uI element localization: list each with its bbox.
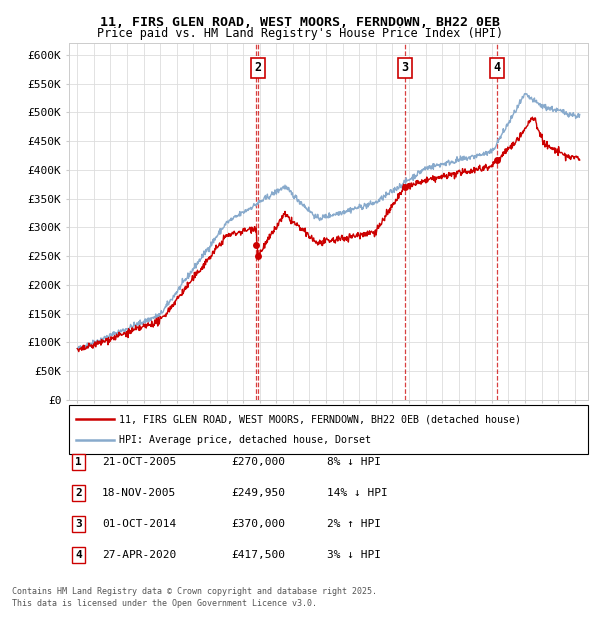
Text: 21-OCT-2005: 21-OCT-2005 (102, 457, 176, 467)
Text: HPI: Average price, detached house, Dorset: HPI: Average price, detached house, Dors… (119, 435, 371, 445)
Text: 2: 2 (254, 61, 261, 74)
Text: 27-APR-2020: 27-APR-2020 (102, 550, 176, 560)
Text: 4: 4 (494, 61, 500, 74)
Text: £417,500: £417,500 (231, 550, 285, 560)
Text: 8% ↓ HPI: 8% ↓ HPI (327, 457, 381, 467)
Text: This data is licensed under the Open Government Licence v3.0.: This data is licensed under the Open Gov… (12, 598, 317, 608)
Text: 2: 2 (75, 488, 82, 498)
Text: £249,950: £249,950 (231, 488, 285, 498)
Text: 2% ↑ HPI: 2% ↑ HPI (327, 519, 381, 529)
Text: 4: 4 (75, 550, 82, 560)
Text: 11, FIRS GLEN ROAD, WEST MOORS, FERNDOWN, BH22 0EB: 11, FIRS GLEN ROAD, WEST MOORS, FERNDOWN… (100, 16, 500, 29)
Text: 18-NOV-2005: 18-NOV-2005 (102, 488, 176, 498)
Text: 01-OCT-2014: 01-OCT-2014 (102, 519, 176, 529)
Text: 11, FIRS GLEN ROAD, WEST MOORS, FERNDOWN, BH22 0EB (detached house): 11, FIRS GLEN ROAD, WEST MOORS, FERNDOWN… (119, 414, 521, 424)
Text: 3% ↓ HPI: 3% ↓ HPI (327, 550, 381, 560)
Text: Price paid vs. HM Land Registry's House Price Index (HPI): Price paid vs. HM Land Registry's House … (97, 27, 503, 40)
Text: 3: 3 (75, 519, 82, 529)
Text: 3: 3 (401, 61, 409, 74)
Text: 14% ↓ HPI: 14% ↓ HPI (327, 488, 388, 498)
Text: £370,000: £370,000 (231, 519, 285, 529)
Text: Contains HM Land Registry data © Crown copyright and database right 2025.: Contains HM Land Registry data © Crown c… (12, 587, 377, 596)
Text: £270,000: £270,000 (231, 457, 285, 467)
Text: 1: 1 (75, 457, 82, 467)
